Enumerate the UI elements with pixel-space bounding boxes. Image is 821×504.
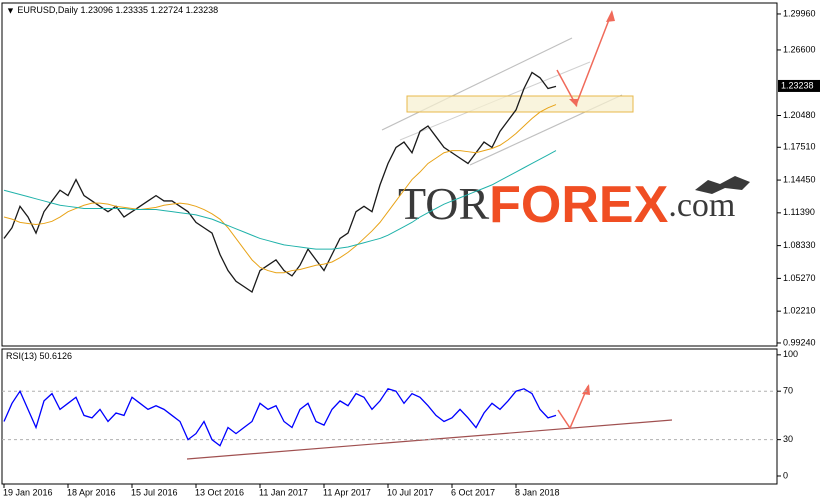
y-tick-label: 1.26600: [783, 44, 816, 54]
open: 1.23096: [80, 5, 113, 15]
last-price-label: 1.23238: [781, 80, 814, 90]
x-tick-label: 15 Jul 2016: [131, 487, 178, 497]
arrow-head: [569, 99, 578, 107]
series-line: [3, 388, 557, 447]
y-tick-label: 1.14450: [783, 174, 816, 184]
x-tick-label: 19 Jan 2016: [3, 487, 53, 497]
y-tick-label: 100: [783, 349, 798, 359]
y-tick-label: 1.11390: [783, 207, 815, 217]
arrow-head: [606, 10, 615, 22]
y-tick-label: 1.08330: [783, 240, 816, 250]
series-line: [3, 150, 557, 250]
channel-line: [381, 37, 573, 131]
x-tick-label: 6 Oct 2017: [451, 487, 495, 497]
y-tick-label: 30: [783, 434, 793, 444]
forecast-arrow: [557, 385, 589, 430]
price-header: ▼ EURUSD,Daily 1.23096 1.23335 1.22724 1…: [6, 5, 218, 15]
series-line: [3, 104, 557, 274]
watermark-com: .com: [668, 187, 735, 224]
watermark-forex: FOREX: [489, 176, 668, 234]
y-tick-label: 70: [783, 386, 793, 396]
symbol: EURUSD,Daily: [17, 5, 78, 15]
watermark-tor: TOR: [398, 178, 489, 229]
price-panel: [1, 2, 778, 347]
series-line: [3, 71, 557, 293]
bull-icon: [695, 176, 750, 194]
x-tick-label: 10 Jul 2017: [387, 487, 434, 497]
last-price-box: [778, 79, 820, 92]
y-tick-label: 1.17510: [783, 142, 816, 152]
x-tick-label: 8 Jan 2018: [515, 487, 560, 497]
rsi-current: 50.6126: [40, 351, 73, 361]
rsi-header: RSI(13) 50.6126: [6, 351, 72, 361]
watermark: TORFOREX.com: [398, 176, 735, 234]
x-tick-label: 11 Apr 2017: [323, 487, 371, 497]
x-tick-label: 18 Apr 2016: [67, 487, 116, 497]
rsi-title: RSI(13): [6, 351, 37, 361]
low: 1.22724: [151, 5, 184, 15]
close: 1.23238: [186, 5, 219, 15]
high: 1.23335: [116, 5, 149, 15]
x-tick-label: 13 Oct 2016: [195, 487, 244, 497]
rsi-panel: [1, 348, 778, 485]
y-tick-label: 1.05270: [783, 273, 816, 283]
arrow-head: [582, 384, 590, 395]
y-tick-label: 1.29960: [783, 8, 816, 18]
y-tick-label: 0: [783, 470, 788, 480]
x-tick-label: 11 Jan 2017: [259, 487, 308, 497]
y-tick-label: 1.20480: [783, 110, 816, 120]
y-tick-label: 0.99240: [783, 337, 816, 347]
y-tick-label: 1.02210: [783, 306, 816, 316]
